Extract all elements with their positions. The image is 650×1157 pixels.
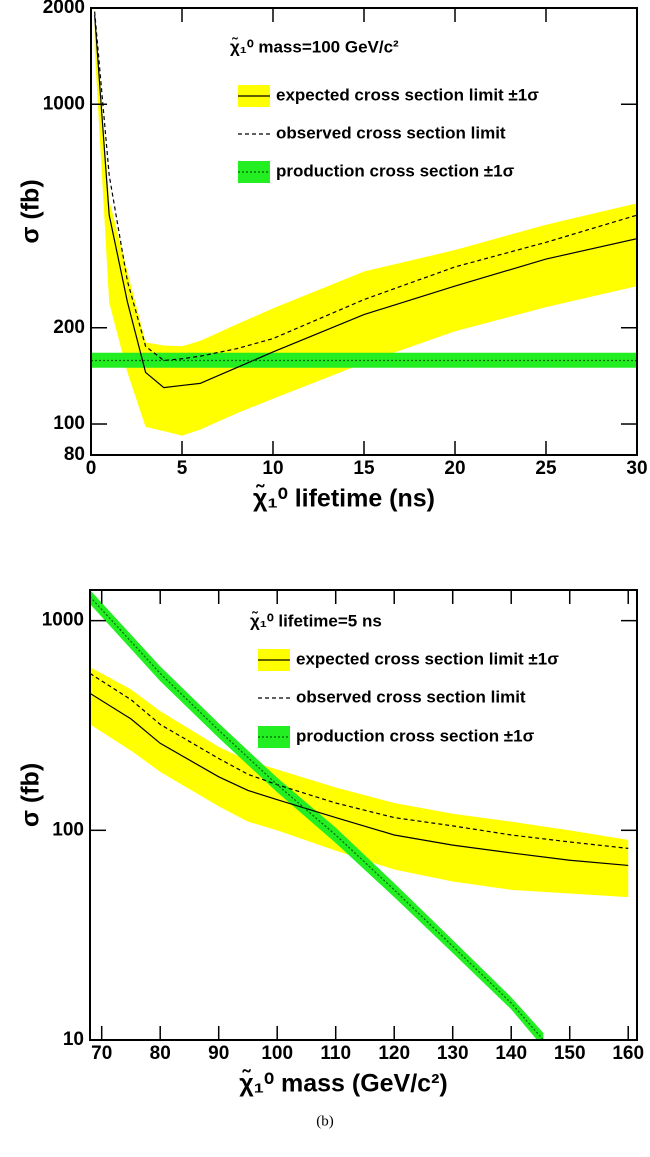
legend-label: expected cross section limit ±1σ [296,649,559,668]
x-tick-label: 90 [208,1043,229,1064]
x-tick-label: 100 [261,1043,293,1064]
x-axis-title: χ̃₁⁰ mass (GeV/c²) [239,1069,447,1098]
x-tick-label: 0 [86,458,97,479]
legend-label: observed cross section limit [296,687,526,706]
y-axis-title: σ (fb) [17,179,45,243]
x-tick-label: 160 [612,1043,644,1064]
legend-title: χ̃₁⁰ lifetime=5 ns [250,610,382,630]
x-tick-label: 80 [150,1043,171,1064]
x-tick-label: 140 [495,1043,527,1064]
x-tick-label: 150 [554,1043,586,1064]
y-tick-label: 2000 [43,0,85,18]
x-tick-label: 70 [91,1043,112,1064]
x-tick-label: 110 [320,1043,351,1064]
legend-title: χ̃₁⁰ mass=100 GeV/c² [230,36,399,56]
y-tick-label: 200 [53,317,85,338]
x-tick-label: 120 [378,1043,410,1064]
x-tick-label: 5 [177,458,188,479]
x-tick-label: 25 [535,458,557,479]
series-line [90,672,629,849]
x-tick-label: 130 [437,1043,469,1064]
y-tick-label: 80 [64,444,85,465]
legend-label: observed cross section limit [276,123,506,142]
y-tick-label: 1000 [43,93,85,114]
error-band [90,590,544,1040]
y-tick-label: 1000 [42,610,84,631]
caption: (b) [316,1113,334,1129]
legend-label: production cross section ±1σ [276,161,515,180]
error-band [94,8,637,436]
plot-area [90,590,629,1040]
series-line [90,692,629,867]
plot-frame [89,589,638,1041]
error-band [90,667,629,898]
y-tick-label: 10 [63,1029,84,1050]
x-tick-label: 15 [353,458,375,479]
x-tick-label: 10 [262,458,283,479]
x-tick-label: 30 [626,458,647,479]
x-axis-title: χ̃₁⁰ lifetime (ns) [253,484,435,513]
series-line [94,15,637,389]
legend-label: expected cross section limit ±1σ [276,85,539,104]
plot-area [91,8,637,436]
legend-label: production cross section ±1σ [296,726,535,745]
series-line [94,11,637,362]
x-tick-label: 20 [444,458,465,479]
y-tick-label: 100 [53,413,85,434]
y-axis-title: σ (fb) [17,763,45,827]
y-tick-label: 100 [52,819,84,840]
